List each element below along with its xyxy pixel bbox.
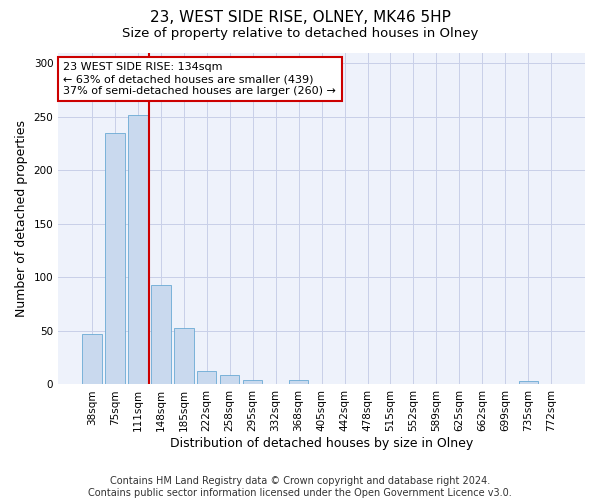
Bar bbox=[151, 285, 170, 384]
Text: Contains HM Land Registry data © Crown copyright and database right 2024.
Contai: Contains HM Land Registry data © Crown c… bbox=[88, 476, 512, 498]
Text: 23, WEST SIDE RISE, OLNEY, MK46 5HP: 23, WEST SIDE RISE, OLNEY, MK46 5HP bbox=[149, 10, 451, 25]
Bar bbox=[174, 328, 194, 384]
Bar bbox=[220, 375, 239, 384]
Bar bbox=[289, 380, 308, 384]
Text: Size of property relative to detached houses in Olney: Size of property relative to detached ho… bbox=[122, 28, 478, 40]
Bar bbox=[518, 381, 538, 384]
Bar bbox=[243, 380, 262, 384]
Text: 23 WEST SIDE RISE: 134sqm
← 63% of detached houses are smaller (439)
37% of semi: 23 WEST SIDE RISE: 134sqm ← 63% of detac… bbox=[64, 62, 337, 96]
Y-axis label: Number of detached properties: Number of detached properties bbox=[15, 120, 28, 317]
X-axis label: Distribution of detached houses by size in Olney: Distribution of detached houses by size … bbox=[170, 437, 473, 450]
Bar bbox=[197, 370, 217, 384]
Bar bbox=[128, 114, 148, 384]
Bar bbox=[105, 133, 125, 384]
Bar bbox=[82, 334, 101, 384]
